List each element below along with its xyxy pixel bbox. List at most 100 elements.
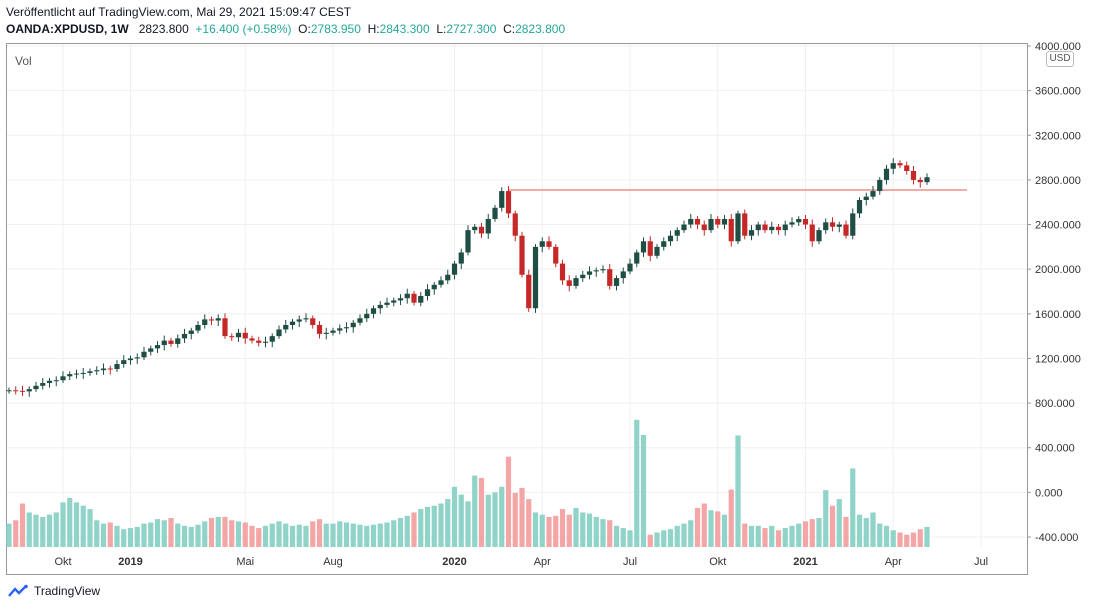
candle-body <box>154 345 161 349</box>
volume-bar <box>215 516 221 547</box>
x-tick-label: Mai <box>236 556 254 568</box>
candle-body <box>256 340 262 343</box>
candle-body <box>418 295 424 303</box>
volume-bar <box>195 524 201 547</box>
volume-bar <box>789 525 795 547</box>
candle-body <box>222 318 228 337</box>
candle-body <box>654 246 660 256</box>
candle-body <box>458 252 464 264</box>
volume-bar <box>775 530 782 547</box>
volume-bar <box>573 507 579 547</box>
volume-bar <box>181 525 188 547</box>
volume-bar <box>114 525 120 547</box>
candle-body <box>262 341 269 343</box>
volume-bar <box>917 529 923 547</box>
low-label: L: <box>436 22 447 36</box>
candle-body <box>499 191 505 208</box>
currency-badge[interactable]: USD <box>1046 51 1074 67</box>
volume-bar <box>438 503 444 547</box>
candle-body <box>688 218 694 225</box>
y-tick-label: 1200.000 <box>1035 353 1081 365</box>
candle-body <box>593 270 599 272</box>
volume-bar <box>593 516 599 547</box>
volume-bar <box>715 511 721 547</box>
candle-body <box>202 319 208 325</box>
candle-body <box>350 322 356 328</box>
candle-body <box>647 241 653 256</box>
y-tick-label: 1600.000 <box>1035 309 1081 321</box>
volume-bar <box>850 468 856 547</box>
low-value: 2727.300 <box>446 22 497 36</box>
open-label: O: <box>298 22 311 36</box>
last-price: 2823.800 <box>138 22 189 36</box>
volume-bar <box>46 514 53 547</box>
volume-bar <box>80 505 86 547</box>
change-value: +16.400 (+0.58%) <box>195 22 292 36</box>
volume-bar <box>553 515 559 547</box>
footer-brand[interactable]: TradingView <box>8 584 100 598</box>
candle-body <box>762 224 768 231</box>
candle-body <box>215 318 221 321</box>
candle-body <box>33 385 39 390</box>
volume-bar <box>904 534 910 547</box>
candle-body <box>917 179 923 183</box>
candle-body <box>721 218 728 225</box>
high-label: H: <box>367 22 380 36</box>
volume-bar <box>465 501 471 547</box>
volume-bar <box>67 497 73 547</box>
candle-body <box>775 226 782 231</box>
candle-body <box>620 271 626 279</box>
volume-bar <box>654 532 660 547</box>
volume-bar <box>526 499 532 547</box>
volume-bar <box>748 525 755 547</box>
volume-bar <box>924 526 930 547</box>
candle-body <box>148 348 154 352</box>
candle-body <box>877 179 883 192</box>
candle-body <box>391 300 397 303</box>
volume-bar <box>121 529 127 547</box>
volume-bar <box>647 534 653 547</box>
volume-bar <box>87 509 93 547</box>
candle-body <box>377 304 383 309</box>
volume-bar <box>40 516 46 547</box>
candle-body <box>802 218 809 225</box>
candle-body <box>661 241 667 247</box>
volume-bar <box>519 487 525 547</box>
chart-frame[interactable] <box>6 43 1028 575</box>
candle-body <box>485 218 491 234</box>
candle-body <box>883 168 890 180</box>
candle-body <box>276 329 282 337</box>
candle-body <box>121 360 127 365</box>
volume-bar <box>728 489 734 547</box>
candle-body <box>370 308 377 314</box>
volume-bar <box>310 521 316 547</box>
volume-bar <box>829 505 836 547</box>
volume-indicator-label[interactable]: Vol <box>15 54 32 68</box>
candle-body <box>478 226 485 234</box>
candle-body <box>472 226 478 231</box>
volume-bar <box>559 509 566 547</box>
candle-body <box>674 230 680 236</box>
volume-bar <box>890 530 896 547</box>
symbol-label[interactable]: OANDA:XPDUSD, 1W <box>6 22 129 36</box>
candle-body <box>296 319 302 322</box>
volume-bar <box>809 519 815 547</box>
candle-body <box>411 293 417 303</box>
close-value: 2823.800 <box>515 22 566 36</box>
candle-body <box>465 230 471 253</box>
candle-body <box>269 336 275 342</box>
volume-bar <box>235 521 242 547</box>
tradingview-logo-icon <box>8 584 28 597</box>
candle-body <box>242 332 248 339</box>
volume-bar <box>823 490 829 547</box>
candle-body <box>364 313 370 319</box>
candle-body <box>789 222 795 225</box>
volume-bar <box>451 486 458 547</box>
y-tick-label: 800.000 <box>1035 398 1075 410</box>
volume-bar <box>640 434 647 547</box>
candle-body <box>748 230 755 236</box>
candle-body <box>634 252 640 264</box>
candle-body <box>134 357 140 359</box>
candle-body <box>60 376 66 381</box>
